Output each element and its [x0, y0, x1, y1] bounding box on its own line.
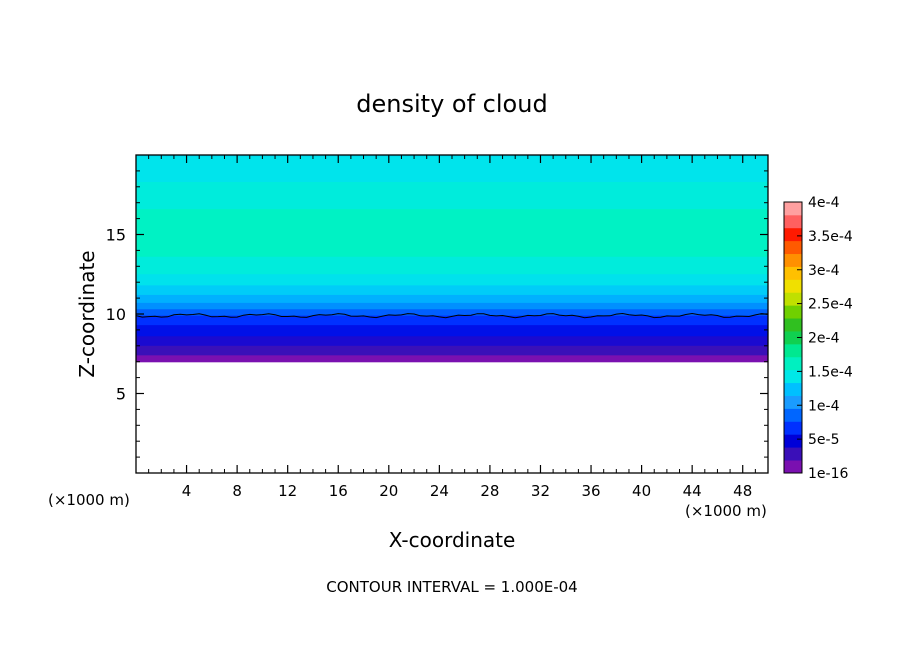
x-tick-label: 48 — [733, 482, 752, 500]
y-tick-label: 10 — [106, 305, 126, 324]
colorbar-swatch — [784, 382, 802, 396]
colorbar: 1e-16 5e-5 1e-4 1.5e-4 2e-4 2.5e-4 3e-4 3.5e-4 4… — [783, 195, 853, 482]
colorbar-swatch — [784, 434, 802, 448]
y-tick-label: 15 — [106, 226, 126, 245]
colorbar-swatch — [784, 421, 802, 435]
colorbar-swatch — [784, 460, 802, 474]
colorbar-swatch — [784, 369, 802, 384]
colorbar-swatch — [784, 266, 802, 280]
colorbar-label: 1e-4 — [808, 398, 840, 414]
colorbar-swatch — [784, 343, 802, 358]
x-units-right: (×1000 m) — [685, 502, 767, 520]
x-tick-label: 40 — [632, 482, 651, 500]
x-units-left: (×1000 m) — [48, 491, 130, 509]
contour-band-8 — [136, 302, 768, 310]
contour-band-3 — [136, 209, 768, 258]
x-tick-label: 16 — [329, 482, 348, 500]
y-axis: 5 10 15 — [106, 170, 768, 458]
colorbar-swatch — [784, 202, 802, 216]
contour-band-1 — [136, 156, 768, 183]
colorbar-label: 1e-16 — [808, 466, 848, 482]
y-axis-label: Z-coordinate — [75, 250, 99, 377]
contour-band-13 — [136, 345, 768, 356]
colorbar-swatch — [784, 253, 802, 267]
x-tick-label: 32 — [531, 482, 550, 500]
colorbar-swatch — [784, 447, 802, 461]
contour-interval-footer: CONTOUR INTERVAL = 1.000E-04 — [326, 578, 577, 596]
colorbar-swatch — [784, 292, 802, 306]
colorbar-label: 1.5e-4 — [808, 364, 853, 380]
colorbar-swatch — [784, 305, 802, 319]
x-tick-label: 44 — [683, 482, 702, 500]
colorbar-swatch — [784, 318, 802, 332]
x-tick-label: 8 — [232, 482, 242, 500]
chart-title: density of cloud — [356, 90, 547, 118]
x-tick-label: 4 — [182, 482, 192, 500]
colorbar-label: 3.5e-4 — [808, 229, 853, 245]
colorbar-swatch — [784, 408, 802, 422]
contour-band-7 — [136, 294, 768, 304]
x-tick-label: 28 — [480, 482, 499, 500]
colorbar-swatch — [784, 240, 802, 255]
x-tick-label: 36 — [581, 482, 600, 500]
colorbar-swatch — [784, 395, 802, 409]
contour-line — [136, 312, 768, 319]
colorbar-swatch — [784, 214, 802, 229]
contour-band-5 — [136, 274, 768, 286]
colorbar-swatch — [784, 356, 802, 371]
y-tick-label: 5 — [116, 385, 126, 404]
x-tick-label: 12 — [278, 482, 297, 500]
colorbar-swatch — [784, 279, 802, 293]
colorbar-swatch — [784, 227, 802, 242]
contour-band-6 — [136, 285, 768, 296]
contour-band-14 — [136, 355, 768, 363]
contour-band-9 — [136, 309, 768, 317]
contour-band-11 — [136, 325, 768, 337]
colorbar-label: 2e-4 — [808, 331, 840, 347]
contour-band-12 — [136, 336, 768, 347]
colorbar-label: 5e-5 — [808, 432, 839, 448]
plot-area — [136, 155, 768, 363]
colorbar-swatch — [784, 331, 802, 345]
x-axis-label: X-coordinate — [389, 528, 516, 552]
colorbar-label: 2.5e-4 — [808, 297, 853, 313]
contour-band-4 — [136, 256, 768, 275]
x-tick-label: 20 — [379, 482, 398, 500]
colorbar-label: 3e-4 — [808, 263, 840, 279]
x-tick-label: 24 — [430, 482, 449, 500]
contour-band-2 — [136, 182, 768, 210]
x-axis: 4 8 12 16 20 24 28 32 36 40 44 48 — [148, 155, 756, 500]
contour-band-10 — [136, 315, 768, 326]
colorbar-label: 4e-4 — [808, 195, 840, 211]
